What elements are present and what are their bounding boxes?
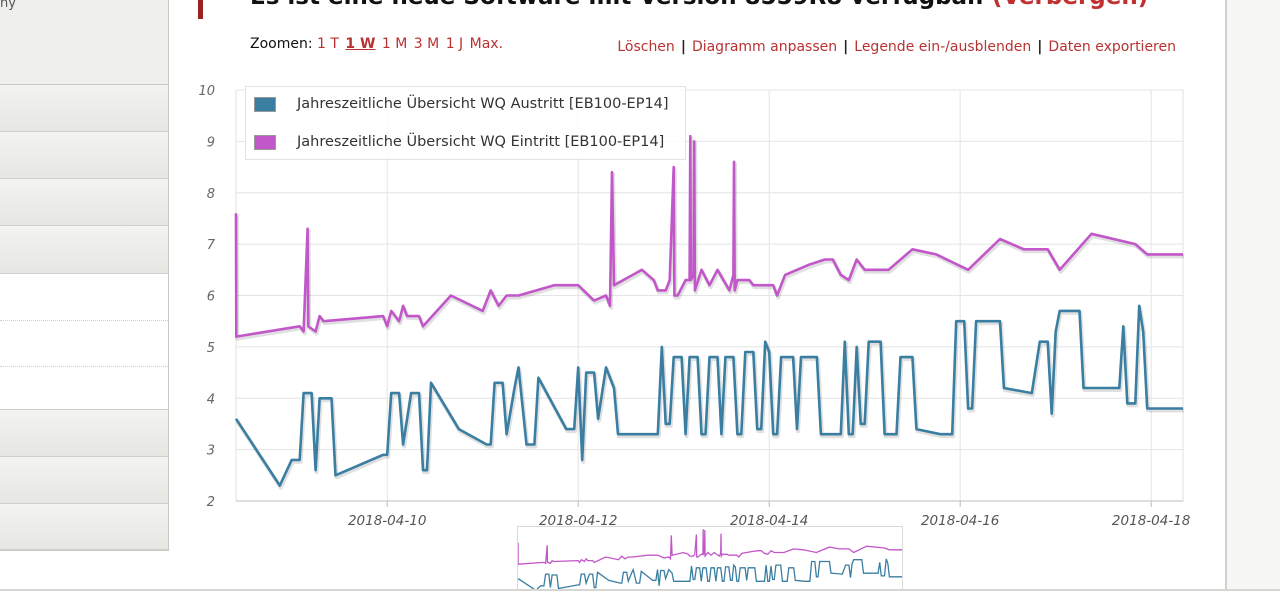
navigator-line-inlet xyxy=(518,529,902,565)
legend-swatch-outlet xyxy=(254,96,276,112)
sidebar-item[interactable] xyxy=(0,504,168,550)
delete-link[interactable]: Löschen xyxy=(617,39,675,55)
zoom-1-month[interactable]: 1 M xyxy=(381,36,408,52)
x-tick-label: 2018-04-18 xyxy=(1112,513,1190,529)
sidebar-subitem[interactable] xyxy=(0,321,168,367)
y-tick-label: 8 xyxy=(207,187,215,202)
sidebar-item[interactable] xyxy=(0,226,168,274)
page-margin xyxy=(1227,0,1280,591)
sidebar-item[interactable] xyxy=(0,410,168,457)
sidebar-item[interactable] xyxy=(0,179,168,226)
x-tick-label: 2018-04-10 xyxy=(348,513,426,529)
page-bottom-border xyxy=(0,589,1280,591)
separator: | xyxy=(1037,39,1043,55)
customize-chart-link[interactable]: Diagramm anpassen xyxy=(691,39,838,55)
export-data-link[interactable]: Daten exportieren xyxy=(1048,39,1176,55)
sidebar-divider xyxy=(0,550,169,551)
toggle-legend-link[interactable]: Legende ein-/ausblenden xyxy=(854,39,1032,55)
x-tick-label: 2018-04-14 xyxy=(730,513,808,529)
y-tick-label: 9 xyxy=(207,135,215,150)
y-tick-label: 10 xyxy=(198,84,215,99)
hide-notice-link[interactable]: (Verbergen) xyxy=(992,0,1148,10)
x-tick-label: 2018-04-12 xyxy=(539,513,617,529)
water-quality-chart[interactable]: 2 3 4 5 6 7 8 9 10 2018-04-10 2018-04-12 2018-04-14… xyxy=(190,76,1200,536)
series-line-outlet xyxy=(234,304,1183,487)
legend-item-outlet[interactable]: Jahreszeitliche Übersicht WQ Austritt [E… xyxy=(254,91,669,117)
sidebar-subitem[interactable] xyxy=(0,274,168,321)
content-border xyxy=(1225,0,1227,591)
separator: | xyxy=(843,39,849,55)
y-tick-label: 5 xyxy=(207,341,215,356)
update-notice-text: Es ist eine neue Software mit Version 85… xyxy=(250,0,984,10)
sidebar-header-text: ny xyxy=(0,0,16,11)
zoom-3-months[interactable]: 3 M xyxy=(413,36,440,52)
sidebar-subitem[interactable] xyxy=(0,367,168,410)
y-tick-label: 7 xyxy=(207,238,216,253)
legend-label-inlet: Jahreszeitliche Übersicht WQ Eintritt [E… xyxy=(297,134,665,150)
y-tick-label: 4 xyxy=(207,392,215,407)
update-notice: Es ist eine neue Software mit Version 85… xyxy=(250,0,1148,10)
chart-actions: Löschen | Diagramm anpassen | Legende ein-/a… xyxy=(616,36,1176,58)
legend-item-inlet[interactable]: Jahreszeitliche Übersicht WQ Eintritt [E… xyxy=(254,129,664,155)
zoom-1-year[interactable]: 1 J xyxy=(445,36,464,52)
navigator-preview xyxy=(518,529,902,589)
chart-navigator[interactable] xyxy=(517,526,903,590)
series-line-inlet xyxy=(234,134,1183,338)
legend-swatch-inlet xyxy=(254,134,276,150)
zoom-1-day[interactable]: 1 T xyxy=(317,36,339,52)
sidebar: ny xyxy=(0,0,169,550)
zoom-max[interactable]: Max. xyxy=(469,36,504,52)
sidebar-item[interactable] xyxy=(0,457,168,504)
y-tick-label: 6 xyxy=(207,290,215,305)
y-tick-label: 2 xyxy=(207,495,215,510)
sidebar-item[interactable] xyxy=(0,85,168,132)
zoom-bar: Zoomen: 1 T 1 W 1 M 3 M 1 J Max. xyxy=(250,36,505,52)
zoom-label: Zoomen: xyxy=(250,36,313,52)
legend-label-outlet: Jahreszeitliche Übersicht WQ Austritt [E… xyxy=(297,96,669,112)
navigator-line-outlet xyxy=(518,558,902,589)
sidebar-header: ny xyxy=(0,0,168,85)
notice-accent-bar xyxy=(198,0,203,19)
chart-legend: Jahreszeitliche Übersicht WQ Austritt [E… xyxy=(245,86,686,160)
sidebar-item[interactable] xyxy=(0,132,168,179)
x-tick-label: 2018-04-16 xyxy=(921,513,999,529)
y-tick-label: 3 xyxy=(207,444,215,459)
zoom-1-week[interactable]: 1 W xyxy=(345,36,376,52)
separator: | xyxy=(680,39,686,55)
